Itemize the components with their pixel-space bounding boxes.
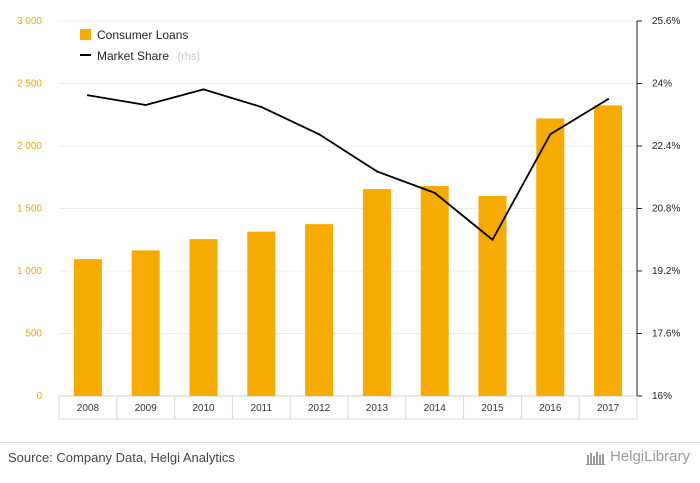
- source-note: Source: Company Data, Helgi Analytics: [8, 450, 235, 465]
- x-tick-label: 2015: [481, 403, 504, 414]
- legend-note-rhs: (rhs): [177, 51, 200, 63]
- left-axis: 0 500 1 000 1 500 2 000 2 500 3 000: [17, 16, 42, 402]
- line-point: [491, 238, 494, 241]
- x-tick-label: 2010: [192, 403, 215, 414]
- line-point: [202, 88, 205, 91]
- line-point: [86, 94, 89, 97]
- x-tick-label: 2016: [539, 403, 562, 414]
- y-left-tick-label: 500: [25, 329, 42, 340]
- y-right-tick-label: 22.4%: [652, 141, 680, 152]
- logo-text: HelgiLibrary: [609, 448, 690, 465]
- y-left-tick-label: 2 500: [17, 79, 42, 90]
- right-axis: 16% 17.6% 19.2% 20.8% 22.4% 24% 25.6%: [636, 16, 680, 402]
- x-tick-label: 2009: [135, 403, 158, 414]
- x-tick-label: 2012: [308, 403, 331, 414]
- x-tick-label: 2013: [366, 403, 389, 414]
- line-point: [549, 133, 552, 136]
- bar: [362, 189, 391, 396]
- bar: [131, 250, 160, 396]
- line-point: [260, 105, 263, 108]
- bar: [73, 259, 102, 396]
- y-right-tick-label: 17.6%: [652, 329, 680, 340]
- line-point: [375, 170, 378, 173]
- bar: [420, 186, 449, 396]
- bar: [247, 231, 276, 396]
- x-axis: 2008 2009 2010 2011 2012 2013 2014 2015 2016 2017: [58, 396, 638, 420]
- y-left-tick-label: 1 500: [17, 204, 42, 215]
- line-series-market-share: [86, 88, 610, 241]
- legend-label-consumer-loans: Consumer Loans: [97, 28, 188, 42]
- bar: [305, 224, 334, 396]
- line-point: [318, 133, 321, 136]
- chart: 0 500 1 000 1 500 2 000 2 500 3 000 16% 17.6% 19…: [17, 16, 680, 420]
- bar-series-consumer-loans: [73, 105, 623, 396]
- x-tick-label: 2017: [597, 403, 620, 414]
- y-right-tick-label: 19.2%: [652, 266, 680, 277]
- y-right-tick-label: 20.8%: [652, 204, 680, 215]
- legend: Consumer Loans Market Share (rhs): [80, 28, 200, 64]
- bar: [536, 118, 565, 396]
- library-icon: [585, 451, 605, 465]
- y-left-tick-label: 3 000: [17, 16, 42, 27]
- y-left-tick-label: 0: [36, 391, 42, 402]
- y-left-tick-label: 2 000: [17, 141, 42, 152]
- x-tick-label: 2008: [77, 403, 100, 414]
- y-right-tick-label: 25.6%: [652, 16, 680, 27]
- footer-divider: [0, 442, 700, 443]
- market-share-line: [87, 88, 609, 241]
- legend-market-share-text: Market Share (rhs): [97, 47, 200, 64]
- x-tick-label: 2014: [424, 403, 447, 414]
- line-point: [607, 98, 610, 101]
- y-left-tick-label: 1 000: [17, 266, 42, 277]
- line-point: [144, 103, 147, 106]
- line-point: [433, 191, 436, 194]
- x-tick-label: 2011: [251, 403, 273, 414]
- bar: [478, 196, 507, 396]
- legend-label-market-share: Market Share: [97, 49, 169, 63]
- helgi-library-logo[interactable]: HelgiLibrary: [585, 448, 690, 465]
- y-right-tick-label: 24%: [652, 79, 672, 90]
- legend-swatch-consumer-loans: [80, 29, 91, 40]
- bar: [189, 239, 218, 396]
- y-right-tick-label: 16%: [652, 391, 672, 402]
- bar: [594, 105, 623, 396]
